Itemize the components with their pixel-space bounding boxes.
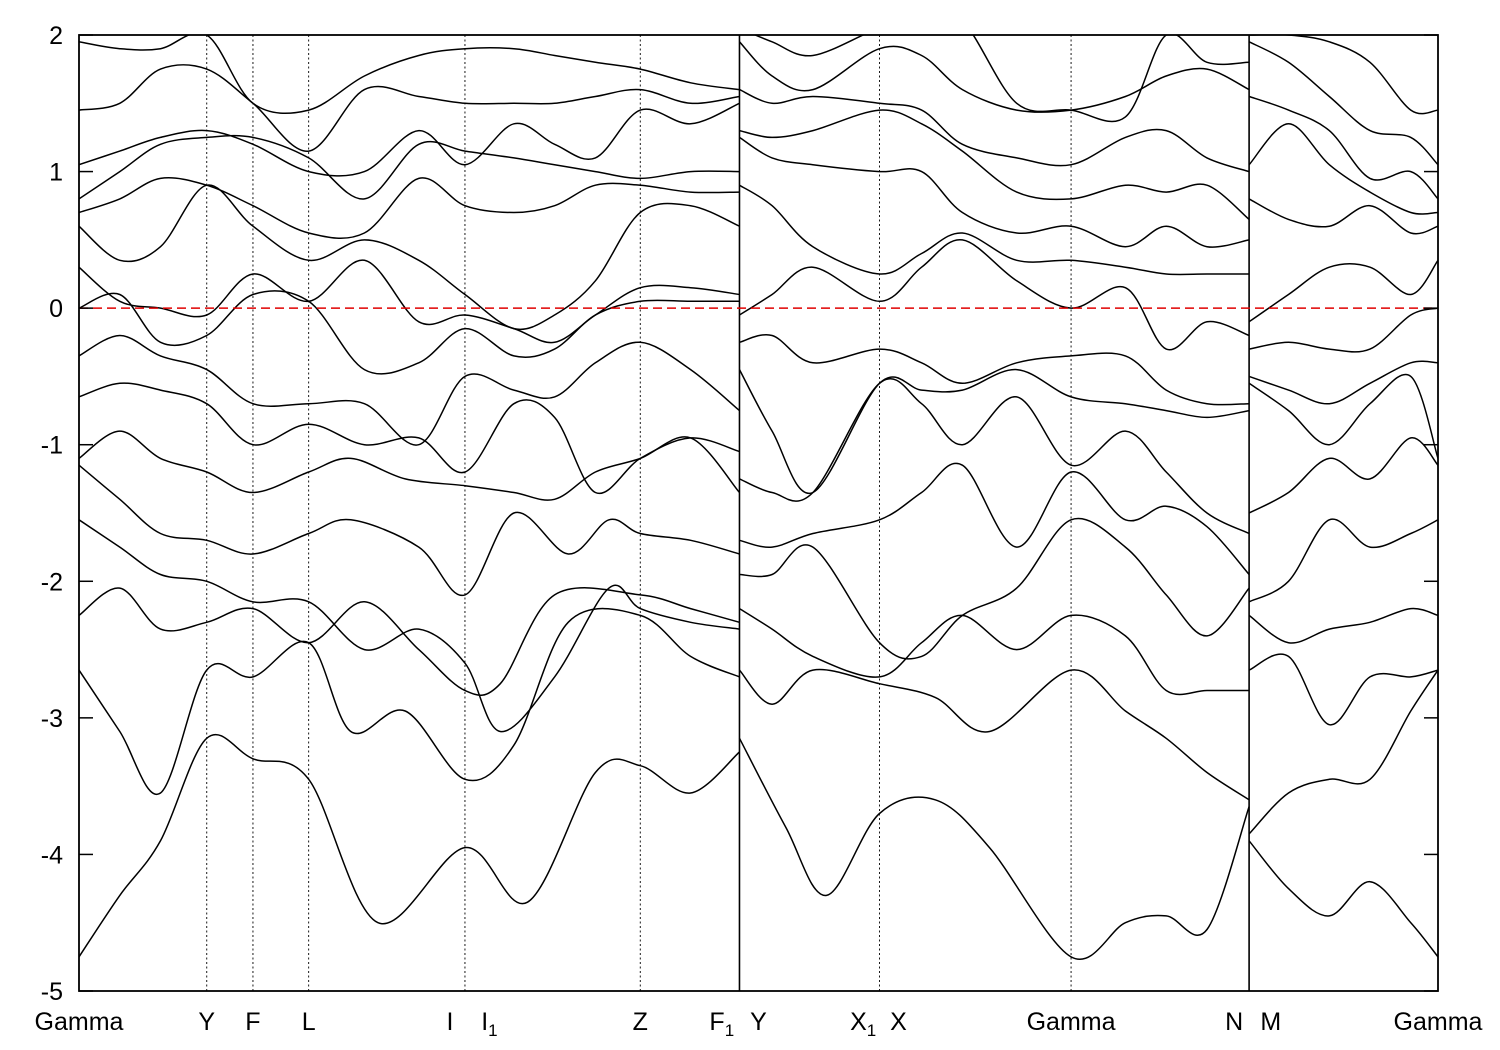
y-tick-label: -3 xyxy=(41,705,63,733)
band-line-seg2-11 xyxy=(739,136,1250,248)
band-line-seg1-5 xyxy=(79,464,740,597)
band-line-seg3-2 xyxy=(1248,669,1438,835)
band-line-seg1-4 xyxy=(79,519,740,733)
kpoint-label: Gamma xyxy=(35,1008,124,1036)
band-line-seg3-11 xyxy=(1248,198,1438,235)
band-line-seg2-12 xyxy=(739,109,1250,220)
band-line-seg3-3 xyxy=(1248,653,1438,726)
band-line-seg1-9 xyxy=(79,290,740,375)
kpoint-label: M xyxy=(1260,1008,1281,1036)
band-line-seg2-7 xyxy=(738,368,1250,495)
band-line-seg1-2 xyxy=(79,607,740,796)
y-tick-label: -4 xyxy=(41,841,63,869)
band-curves xyxy=(79,35,1438,960)
band-line-seg2-2 xyxy=(738,668,1250,801)
kpoint-label: Z xyxy=(633,1008,648,1036)
band-line-seg1-11 xyxy=(79,184,740,331)
kpoint-label: I1 xyxy=(481,1008,497,1040)
band-line-seg2-10 xyxy=(739,184,1250,276)
band-line-seg1-10 xyxy=(79,259,740,344)
band-line-seg1-12 xyxy=(79,177,740,239)
y-tick-label: 2 xyxy=(49,22,63,50)
band-line-seg3-5 xyxy=(1248,518,1438,603)
band-line-seg2-1 xyxy=(738,737,1250,960)
band-line-seg2-13 xyxy=(739,88,1250,173)
kpoint-label: X1 xyxy=(850,1008,876,1040)
band-line-seg2-15 xyxy=(753,35,1250,123)
band-line-seg2-5 xyxy=(739,462,1250,575)
kpoint-label: X xyxy=(890,1008,907,1036)
band-line-seg1-3 xyxy=(79,587,740,696)
band-line-seg3-6 xyxy=(1248,437,1438,514)
kpoint-label: F xyxy=(245,1008,260,1036)
band-line-seg3-14 xyxy=(1248,41,1438,166)
band-line-seg3-4 xyxy=(1248,607,1438,644)
kpoint-label: Gamma xyxy=(1394,1008,1483,1036)
band-line-seg2-6 xyxy=(739,377,1250,535)
kpoint-label: F1 xyxy=(709,1008,734,1040)
kpoint-label: Y xyxy=(198,1008,215,1036)
band-line-seg1-1 xyxy=(79,733,740,958)
kpoint-label: Y xyxy=(750,1008,767,1036)
y-tick-label: 0 xyxy=(49,295,63,323)
band-line-seg3-9 xyxy=(1248,307,1438,353)
band-line-seg2-14 xyxy=(738,41,1250,113)
band-line-seg2-4 xyxy=(739,517,1250,660)
band-line-seg1-13 xyxy=(79,134,740,200)
y-tick-label: 1 xyxy=(49,159,63,187)
y-axis: 2 1 0 -1 -2 -3 -4 -5 xyxy=(41,22,1438,1006)
kpoint-label: Gamma xyxy=(1027,1008,1116,1036)
band-line-seg1-16 xyxy=(79,35,740,115)
kpoint-guide-lines xyxy=(206,35,1250,991)
band-line-seg3-8 xyxy=(1248,360,1438,405)
kpoint-label: I xyxy=(447,1008,454,1036)
band-line-seg1-8 xyxy=(79,334,740,446)
y-tick-label: -1 xyxy=(41,432,63,460)
band-line-seg1-14 xyxy=(79,102,740,177)
band-line-seg3-7 xyxy=(1248,373,1438,459)
band-line-seg2-9 xyxy=(739,239,1250,351)
band-line-seg1-15 xyxy=(79,64,740,152)
x-axis-kpoint-labels: Gamma Y F L I I1 Z F1 Y X1 X Gamma N M Gamma xyxy=(35,1008,1483,1040)
band-line-seg1-6 xyxy=(79,430,741,501)
y-tick-label: -2 xyxy=(41,568,63,596)
band-line-seg3-13 xyxy=(1248,95,1438,200)
y-tick-label: -5 xyxy=(41,978,63,1006)
band-line-seg3-1 xyxy=(1248,840,1438,958)
band-line-seg3-12 xyxy=(1248,123,1438,215)
band-line-seg3-15 xyxy=(1249,35,1438,115)
band-line-seg2-3 xyxy=(739,607,1250,696)
band-line-seg2-8 xyxy=(739,333,1250,406)
plot-frame xyxy=(78,34,1439,992)
kpoint-label: L xyxy=(302,1008,316,1036)
band-line-seg3-10 xyxy=(1248,259,1438,323)
kpoint-label: N xyxy=(1225,1008,1243,1036)
